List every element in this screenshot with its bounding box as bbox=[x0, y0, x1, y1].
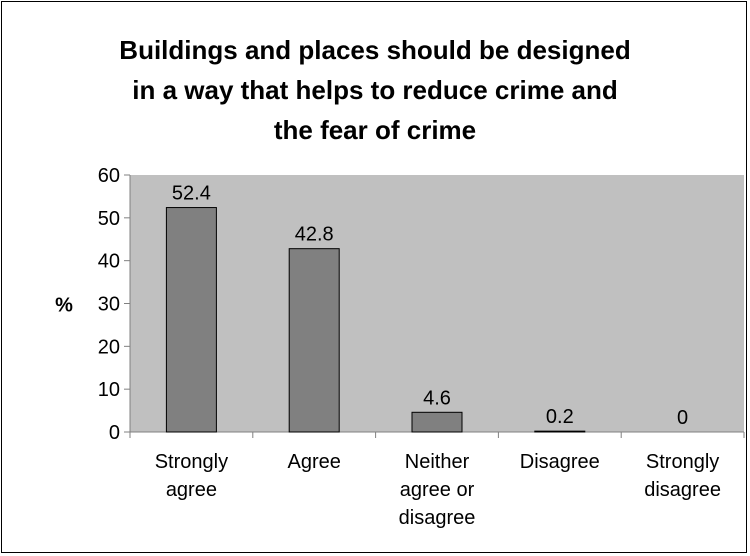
x-category-label: Agree bbox=[288, 451, 341, 473]
data-label: 0 bbox=[677, 407, 688, 429]
x-category-label: Strongly bbox=[155, 451, 228, 473]
x-category-label: Disagree bbox=[520, 451, 600, 473]
chart-title-line-2: in a way that helps to reduce crime and bbox=[132, 75, 618, 105]
x-category-label: disagree bbox=[399, 507, 476, 529]
data-label: 0.2 bbox=[546, 406, 574, 428]
y-tick-label: 30 bbox=[98, 294, 120, 316]
x-category-label: agree bbox=[166, 479, 217, 501]
x-category-label: Strongly bbox=[646, 451, 719, 473]
chart-title-line-3: the fear of crime bbox=[273, 115, 477, 145]
data-label: 42.8 bbox=[295, 224, 334, 246]
y-tick-label: 20 bbox=[98, 336, 120, 358]
y-tick-label: 50 bbox=[98, 208, 120, 230]
data-label: 52.4 bbox=[172, 183, 211, 205]
x-category-label: Neither bbox=[405, 451, 470, 473]
plot-area bbox=[130, 175, 744, 432]
bar bbox=[534, 430, 586, 433]
chart-title-line-1: Buildings and places should be designed bbox=[119, 35, 631, 65]
bar bbox=[165, 207, 217, 433]
y-axis-label: % bbox=[55, 295, 73, 317]
bar bbox=[288, 248, 340, 433]
y-tick-label: 10 bbox=[98, 379, 120, 401]
x-category-label: disagree bbox=[644, 479, 721, 501]
bar bbox=[411, 411, 463, 433]
y-tick-label: 60 bbox=[98, 165, 120, 187]
data-label: 4.6 bbox=[423, 387, 451, 409]
y-tick-label: 0 bbox=[109, 422, 120, 444]
y-tick-label: 40 bbox=[98, 251, 120, 273]
x-category-label: agree or bbox=[400, 479, 475, 501]
